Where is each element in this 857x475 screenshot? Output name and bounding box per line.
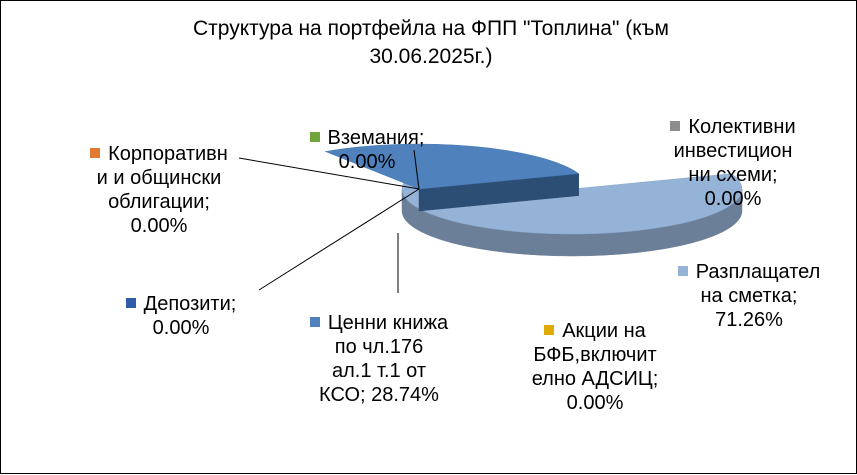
legend-swatch-cenni-knizha [309, 317, 320, 327]
data-label-depoziti: Депозити; 0.00% [101, 268, 261, 340]
leader-line-vzemania [413, 149, 420, 190]
data-label-cenni-knizha: Ценни книжа по чл.176 ал.1 т.1 от КСО; 2… [289, 287, 469, 407]
data-label-kolektivni: Колективни инвестицион ни схеми; 0.00% [633, 91, 833, 211]
slice-cenni-knizha-top [324, 143, 580, 190]
legend-swatch-korporativni [90, 148, 101, 158]
legend-swatch-razplashtatelna [677, 266, 688, 276]
leader-line-depoziti [258, 188, 420, 291]
data-label-razplashtatelna: Разплащател на сметка; 71.26% [649, 236, 849, 332]
leader-line-korporativni [238, 157, 420, 190]
legend-swatch-vzemania [309, 132, 320, 142]
slice-cenni-knizha[interactable] [324, 143, 580, 212]
legend-swatch-kolektivni [670, 121, 681, 131]
data-label-korporativni: Корпоративн и и общински облигации; 0.00… [59, 118, 259, 238]
chart-title: Структура на портфейла на ФПП "Топлина" … [193, 17, 669, 68]
legend-swatch-depoziti [125, 298, 136, 308]
data-label-akcii: Акции на БФБ,включит елно АДСИЦ; 0.00% [531, 320, 659, 414]
data-label-vzemania: Вземания; 0.00% [287, 102, 447, 174]
legend-swatch-akcii [544, 325, 555, 335]
